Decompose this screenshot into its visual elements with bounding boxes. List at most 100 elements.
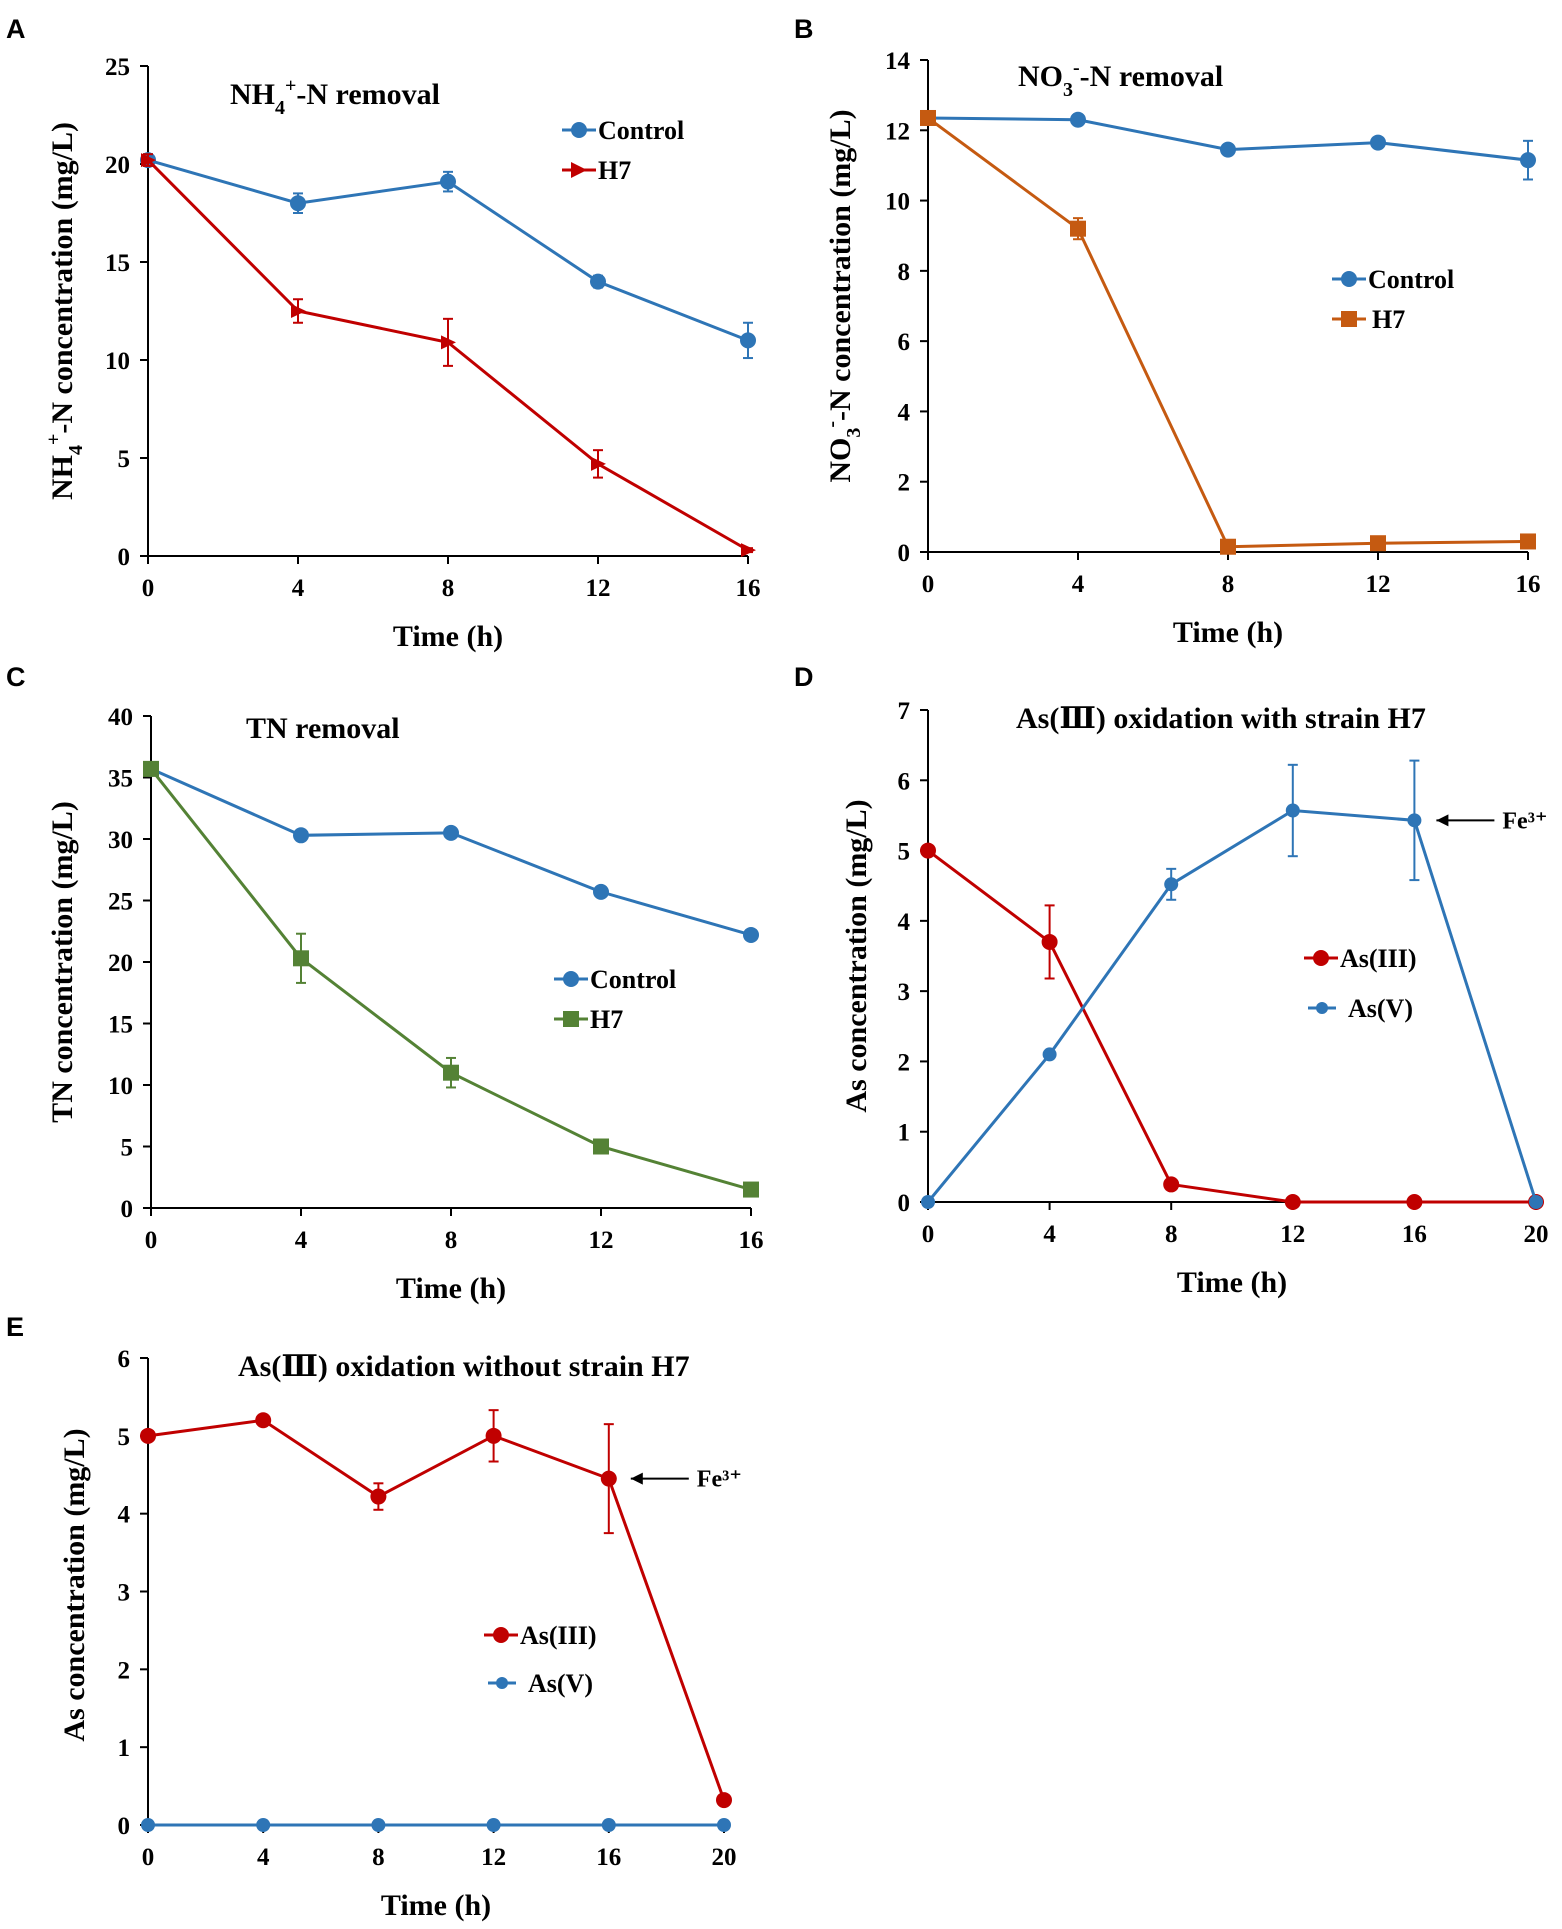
legend-control-label: Control <box>590 965 676 994</box>
panel-c-plot <box>143 760 759 1198</box>
data-point-h7 <box>1070 220 1086 237</box>
x-tick-label: 4 <box>1043 1221 1056 1248</box>
panel-a-title: NH4+-N removal <box>230 75 440 119</box>
data-point-control <box>1520 152 1536 169</box>
panel-e-y-label: As concentration (mg/L) <box>58 1428 91 1741</box>
data-point-as-v <box>256 1818 271 1832</box>
panel-letter-d: D <box>794 662 814 692</box>
panel-d-legend: As(III) As(V) <box>1304 944 1417 1023</box>
y-tick-label: 3 <box>898 979 911 1006</box>
panel-d-x-label: Time (h) <box>1177 1266 1287 1299</box>
x-tick-label: 16 <box>1516 571 1541 598</box>
panel-d-y-label: As concentration (mg/L) <box>840 799 873 1112</box>
x-tick-label: 4 <box>292 575 305 602</box>
data-point-control <box>443 824 459 841</box>
x-tick-label: 12 <box>1280 1221 1305 1248</box>
data-point-as-v <box>141 1818 155 1832</box>
fe3-label: Fe³⁺ <box>697 1467 742 1493</box>
y-tick-label: 6 <box>118 1346 131 1373</box>
data-point-as-iii <box>1284 1194 1301 1210</box>
y-tick-label: 5 <box>121 1135 134 1162</box>
data-point-as-v <box>1042 1047 1057 1062</box>
legend-as3-label: As(III) <box>1340 944 1417 973</box>
panel-d-title: As(Ⅲ) oxidation with strain H7 <box>1016 702 1426 735</box>
data-point-as-v <box>921 1195 935 1209</box>
panel-a-y-label: NH4+-N concentration (mg/L) <box>43 122 87 500</box>
x-tick-label: 4 <box>1072 571 1085 598</box>
legend-control-marker <box>563 971 579 987</box>
y-tick-label: 0 <box>898 1190 911 1217</box>
y-tick-label: 7 <box>898 698 911 725</box>
data-point-h7 <box>1220 538 1236 555</box>
y-tick-label: 4 <box>898 399 911 426</box>
y-tick-label: 6 <box>898 329 911 356</box>
panel-a: A NH4+-N removal Time (h) NH4+-N concent… <box>6 14 761 653</box>
data-point-as-iii <box>1041 933 1058 950</box>
y-tick-label: 8 <box>898 259 911 286</box>
legend-as5-label: As(V) <box>1348 994 1413 1023</box>
series-line-as-iii <box>927 849 1536 1204</box>
legend-h7-marker <box>1341 311 1357 327</box>
y-tick-label: 0 <box>118 544 131 571</box>
panel-d-annotation: Fe³⁺ <box>1436 808 1548 834</box>
data-point-h7 <box>920 109 936 126</box>
x-tick-label: 8 <box>445 1227 458 1254</box>
panel-a-x-label: Time (h) <box>393 620 503 653</box>
legend-control-label: Control <box>598 116 684 145</box>
data-point-as-v <box>371 1818 386 1832</box>
data-point-h7 <box>1370 535 1386 552</box>
data-point-h7 <box>141 153 156 168</box>
y-tick-label: 1 <box>118 1735 131 1762</box>
x-tick-label: 8 <box>442 575 455 602</box>
panel-letter-b: B <box>794 14 814 44</box>
series-line-as-iii <box>147 1418 726 1801</box>
data-point-h7 <box>1520 533 1536 550</box>
data-point-as-v <box>1529 1195 1543 1209</box>
y-tick-label: 0 <box>898 540 911 567</box>
legend-h7-marker <box>563 1011 579 1027</box>
panel-c-x-label: Time (h) <box>396 1272 506 1305</box>
panel-c: C TN removal Time (h) TN concentration (… <box>6 662 764 1305</box>
panel-e: E As(Ⅲ) oxidation without strain H7 Time… <box>6 1312 742 1922</box>
y-tick-label: 0 <box>118 1813 131 1840</box>
x-tick-label: 0 <box>922 571 935 598</box>
panel-e-annotation: Fe³⁺ <box>630 1467 742 1493</box>
series-line-h7 <box>927 116 1529 549</box>
x-tick-label: 16 <box>596 1844 621 1871</box>
panel-b-title: NO3--N removal <box>1018 57 1223 101</box>
data-point-h7 <box>591 456 606 471</box>
y-tick-label: 2 <box>898 1049 911 1076</box>
y-tick-label: 5 <box>118 446 131 473</box>
data-point-as-iii <box>716 1792 732 1809</box>
data-point-control <box>440 173 456 190</box>
x-tick-label: 12 <box>1366 571 1391 598</box>
legend-h7-label: H7 <box>598 156 631 185</box>
y-tick-label: 4 <box>118 1502 131 1529</box>
y-tick-label: 1 <box>898 1120 911 1147</box>
x-tick-label: 0 <box>142 575 155 602</box>
data-point-control <box>590 273 606 290</box>
y-tick-label: 5 <box>898 839 911 866</box>
y-tick-label: 2 <box>118 1657 131 1684</box>
y-tick-label: 10 <box>885 189 910 216</box>
y-tick-label: 10 <box>105 348 130 375</box>
panel-b-plot <box>920 109 1536 555</box>
y-tick-label: 0 <box>121 1196 134 1223</box>
legend-h7-marker <box>571 162 587 178</box>
data-point-h7 <box>593 1138 609 1155</box>
data-point-control <box>293 827 309 844</box>
legend-as3-marker <box>1313 950 1329 966</box>
x-tick-label: 0 <box>142 1844 155 1871</box>
panel-a-plot <box>140 152 756 558</box>
panel-c-ticks: 0 5 10 15 20 25 30 35 40 0 4 8 12 16 <box>108 704 764 1254</box>
x-tick-label: 20 <box>712 1844 737 1871</box>
panel-a-legend: Control H7 <box>562 116 684 185</box>
data-point-control <box>593 883 609 900</box>
y-tick-label: 10 <box>108 1073 133 1100</box>
panel-e-x-label: Time (h) <box>381 1889 491 1922</box>
panel-c-legend: Control H7 <box>554 965 676 1034</box>
data-point-control <box>1220 141 1236 158</box>
